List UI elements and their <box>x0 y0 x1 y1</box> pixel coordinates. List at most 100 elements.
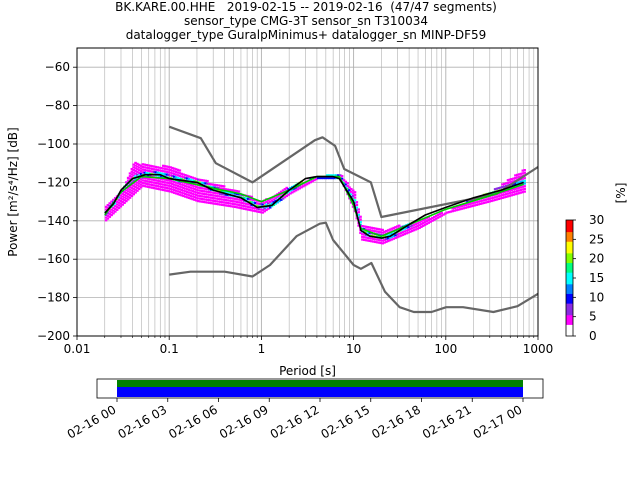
psd-density-cell <box>508 194 512 197</box>
psd-density-cell <box>110 211 113 214</box>
psd-density-cell <box>397 232 401 235</box>
psd-density-cell <box>211 196 215 200</box>
psd-density-cell <box>335 174 338 177</box>
psd-density-cell <box>423 218 427 221</box>
psd-density-cell <box>160 175 163 178</box>
psd-density-cell <box>370 229 373 232</box>
psd-density-cell <box>432 218 436 221</box>
psd-density-cell <box>488 200 491 203</box>
psd-density-cell <box>206 179 209 183</box>
psd-density-cell <box>149 172 152 175</box>
psd-density-cell <box>250 198 254 201</box>
psd-density-cell <box>184 190 187 193</box>
psd-density-cell <box>161 164 165 167</box>
psd-density-cell <box>420 220 423 223</box>
psd-density-cell <box>351 194 355 198</box>
psd-density-cell <box>219 200 222 203</box>
psd-density-cell <box>405 232 408 235</box>
psd-density-cell <box>495 195 499 198</box>
psd-density-cell <box>187 191 191 194</box>
psd-density-cell <box>154 184 158 187</box>
psd-density-cell <box>174 181 178 184</box>
psd-density-cell <box>134 169 137 173</box>
psd-density-cell <box>300 186 303 189</box>
psd-density-cell <box>383 230 386 233</box>
psd-density-cell <box>285 186 289 190</box>
psd-density-cell <box>143 185 147 188</box>
psd-density-cell <box>220 198 224 201</box>
psd-density-cell <box>130 176 134 179</box>
psd-density-cell <box>132 187 136 190</box>
psd-density-cell <box>250 209 254 212</box>
psd-density-cell <box>167 184 171 187</box>
psd-density-cell <box>130 189 134 192</box>
psd-density-cell <box>220 187 224 190</box>
psd-density-cell <box>172 186 176 189</box>
mean-curve-line <box>104 173 524 239</box>
psd-density-cell <box>137 179 141 183</box>
psd-density-cell <box>311 180 314 183</box>
psd-density-cell <box>414 228 418 231</box>
psd-density-cell <box>126 190 130 193</box>
psd-density-cell <box>427 221 431 224</box>
psd-density-cell <box>115 206 119 209</box>
psd-density-cell <box>128 175 132 178</box>
y-tick-label: −140 <box>37 214 70 228</box>
psd-density-cell <box>517 181 521 184</box>
psd-density-cell <box>405 229 408 232</box>
psd-density-cell <box>514 193 517 196</box>
psd-density-cell <box>180 172 183 175</box>
psd-density-cell <box>217 187 220 190</box>
colorbar-segment <box>566 266 573 269</box>
psd-density-cell <box>239 206 242 210</box>
psd-density-cell <box>202 200 206 204</box>
psd-density-cell <box>126 195 130 198</box>
psd-density-cell <box>366 226 370 229</box>
psd-density-cell <box>279 190 283 193</box>
y-tick-label: −60 <box>45 60 70 74</box>
psd-density-cell <box>379 239 383 242</box>
psd-density-cell <box>204 179 207 182</box>
psd-density-cell <box>491 196 495 199</box>
psd-density-cell <box>202 198 206 201</box>
psd-density-cell <box>471 202 475 205</box>
psd-density-cell <box>318 176 322 180</box>
psd-density-cell <box>348 191 351 194</box>
psd-density-cell <box>386 234 390 237</box>
psd-density-cell <box>355 203 359 207</box>
psd-density-cell <box>418 221 421 224</box>
psd-density-cell <box>237 190 241 193</box>
psd-density-cell <box>128 177 132 180</box>
psd-density-cell <box>149 170 152 173</box>
psd-density-cell <box>139 172 143 175</box>
psd-density-cell <box>206 198 209 201</box>
psd-density-cell <box>180 194 183 197</box>
psd-density-cell <box>180 178 183 181</box>
psd-density-cell <box>386 229 390 232</box>
psd-density-cell <box>431 216 434 220</box>
y-tick-label: −100 <box>37 137 70 151</box>
psd-density-cell <box>372 240 375 243</box>
psd-density-cell <box>134 188 137 191</box>
psd-density-cell <box>427 218 431 222</box>
psd-density-cell <box>104 213 108 217</box>
psd-density-cell <box>182 186 185 190</box>
psd-density-cell <box>134 177 137 181</box>
psd-density-cell <box>379 231 383 234</box>
psd-density-cell <box>224 204 228 207</box>
psd-density-cell <box>209 199 213 202</box>
colorbar-segment <box>566 221 573 225</box>
psd-density-cell <box>191 195 195 198</box>
psd-density-cell <box>517 192 521 195</box>
psd-density-cell <box>344 180 348 183</box>
psd-density-cell <box>200 189 204 193</box>
psd-density-cell <box>521 185 525 188</box>
psd-density-cell <box>185 174 189 177</box>
psd-density-cell <box>514 187 517 190</box>
psd-density-cell <box>276 201 279 204</box>
psd-density-cell <box>219 198 222 201</box>
psd-density-cell <box>418 224 421 227</box>
psd-density-cell <box>252 209 255 212</box>
psd-density-cell <box>219 190 222 193</box>
y-tick-label: −160 <box>37 252 70 266</box>
